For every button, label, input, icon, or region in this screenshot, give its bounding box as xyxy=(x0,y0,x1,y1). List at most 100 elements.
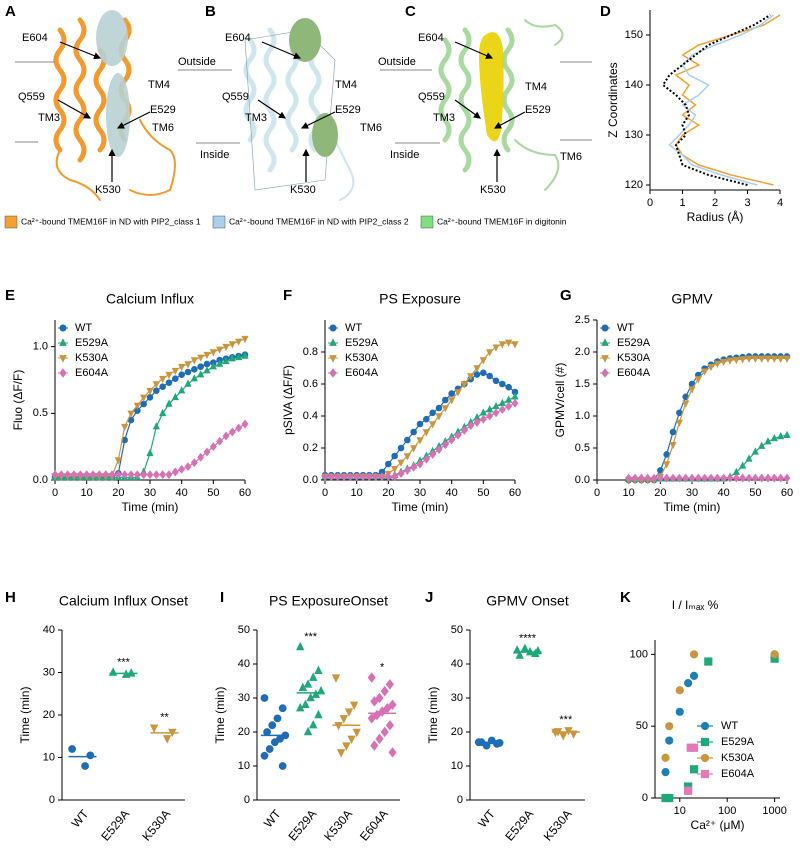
panel-letter: F xyxy=(283,287,292,304)
marker xyxy=(86,751,95,760)
marker xyxy=(95,470,103,480)
marker xyxy=(410,428,417,436)
marker xyxy=(480,369,487,377)
marker xyxy=(378,472,386,482)
marker xyxy=(278,704,287,713)
marker xyxy=(631,473,639,483)
x-tick-label: 50 xyxy=(477,487,489,499)
x-tick-label: 50 xyxy=(749,487,761,499)
marker xyxy=(601,338,609,346)
marker xyxy=(720,358,728,367)
marker xyxy=(375,692,384,704)
marker xyxy=(162,735,172,744)
y-tick-label: 0.4 xyxy=(303,410,318,422)
x-tick-label: 0 xyxy=(52,487,58,499)
marker xyxy=(197,354,205,362)
y-axis-label: Z Coordinates xyxy=(606,62,620,137)
marker xyxy=(732,356,740,365)
marker xyxy=(505,401,513,411)
marker xyxy=(216,346,224,354)
marker xyxy=(701,368,709,376)
marker xyxy=(486,372,493,380)
marker xyxy=(663,473,671,483)
panel-letter: C xyxy=(405,3,416,20)
marker xyxy=(184,368,192,376)
marker xyxy=(121,470,129,480)
marker xyxy=(178,386,186,394)
y-tick-label: 20 xyxy=(451,726,463,738)
marker xyxy=(344,708,354,717)
marker xyxy=(416,459,424,469)
structure-label: TM6 xyxy=(360,122,382,134)
structure-label: E529 xyxy=(150,104,176,116)
marker xyxy=(311,689,321,698)
marker xyxy=(228,341,236,349)
x-tick-label: WT xyxy=(261,806,284,830)
marker xyxy=(416,437,424,445)
marker xyxy=(228,354,236,362)
legend-label: E529A xyxy=(75,337,109,349)
marker xyxy=(184,379,192,387)
x-tick-label: 60 xyxy=(509,487,521,499)
marker xyxy=(260,751,269,760)
marker xyxy=(152,381,160,389)
marker xyxy=(127,470,135,480)
marker xyxy=(665,793,674,803)
marker xyxy=(403,465,411,475)
y-tick-label: 10 xyxy=(238,760,250,772)
marker xyxy=(133,470,141,480)
marker xyxy=(689,671,699,681)
marker xyxy=(559,732,568,741)
legend-label: Ca²⁺-bound TMEM16F in ND with PIP2_class… xyxy=(21,216,201,226)
y-axis-label: pSIVA (ΔF/F) xyxy=(281,365,295,435)
x-tick-label: 10 xyxy=(623,487,635,499)
y-tick-label: 0.0 xyxy=(33,474,48,486)
marker xyxy=(268,721,277,730)
marker xyxy=(102,470,110,480)
marker xyxy=(172,375,179,382)
marker xyxy=(140,394,148,402)
y-axis-label: Time (min) xyxy=(18,687,32,744)
marker xyxy=(359,472,367,482)
marker xyxy=(397,444,405,452)
marker xyxy=(235,338,243,346)
marker xyxy=(152,470,160,480)
marker xyxy=(165,379,173,386)
significance: *** xyxy=(117,656,131,668)
significance: **** xyxy=(519,633,537,645)
x-tick-label: WT xyxy=(69,806,92,830)
x-tick-label: 40 xyxy=(176,487,188,499)
marker xyxy=(203,360,211,368)
marker xyxy=(707,473,715,483)
structure-label: TM3 xyxy=(245,112,267,124)
marker xyxy=(601,355,609,363)
marker xyxy=(380,726,389,738)
y-tick-label: 0.5 xyxy=(575,442,590,454)
x-axis-label: Ca²⁺ (μM) xyxy=(691,818,745,832)
marker xyxy=(460,425,468,435)
marker xyxy=(707,363,715,372)
marker xyxy=(314,709,323,719)
marker xyxy=(59,355,67,363)
panel-letter: B xyxy=(205,3,216,20)
marker xyxy=(689,650,699,659)
marker xyxy=(758,441,766,449)
marker xyxy=(159,408,167,417)
marker xyxy=(625,473,633,483)
marker xyxy=(216,436,224,446)
marker xyxy=(321,472,329,482)
marker xyxy=(423,415,430,423)
marker xyxy=(342,742,351,751)
marker xyxy=(296,703,305,712)
marker xyxy=(689,765,699,774)
y-tick-label: 0.0 xyxy=(575,474,590,486)
marker xyxy=(209,362,217,370)
x-tick-label: K530A xyxy=(541,807,575,844)
marker xyxy=(309,720,318,729)
structure-label: E529 xyxy=(335,104,361,116)
y-tick-label: 50 xyxy=(451,624,463,636)
marker xyxy=(499,380,506,388)
x-tick-label: 50 xyxy=(207,487,219,499)
x-tick-label: 60 xyxy=(781,487,793,499)
y-tick-label: 0 xyxy=(457,794,463,806)
